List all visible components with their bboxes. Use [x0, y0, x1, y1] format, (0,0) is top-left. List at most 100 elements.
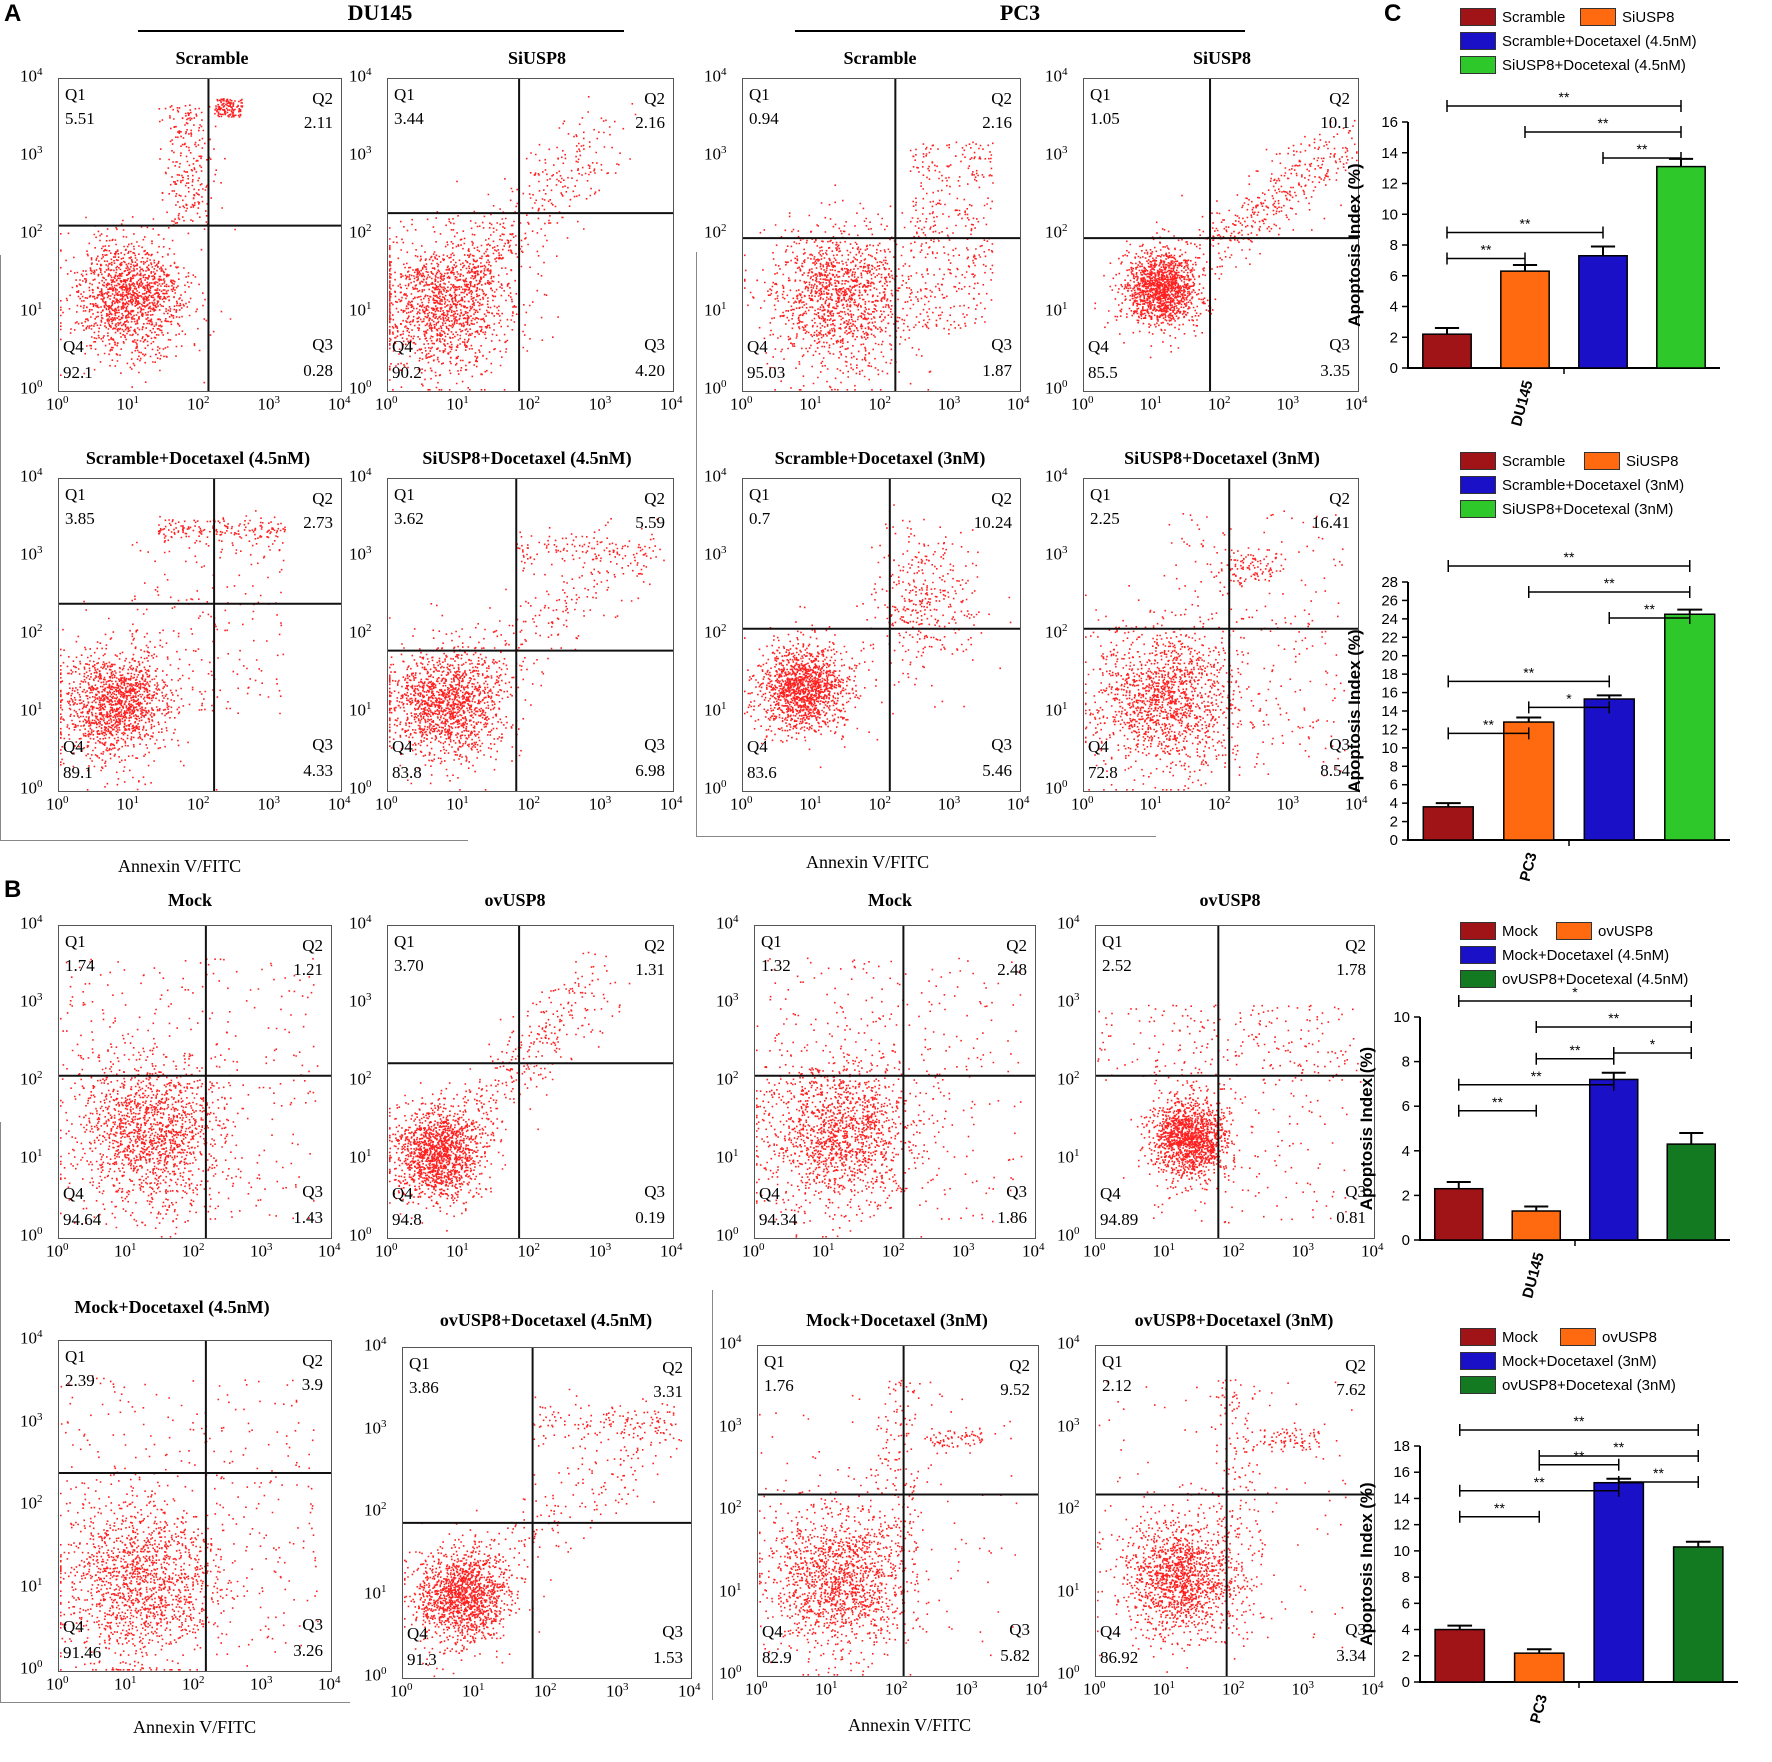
- y-tick-label: 104: [1045, 66, 1068, 86]
- event-dot-cloud: [1094, 119, 1358, 359]
- quadrant-name-q3: Q3: [1345, 1620, 1366, 1639]
- x-tick-label: 104: [660, 1241, 683, 1261]
- event-dots: [389, 96, 637, 391]
- y-tick-label: 101: [20, 1147, 43, 1167]
- quadrant-value-q4: 91.46: [63, 1643, 102, 1662]
- quadrant-value-q3: 1.86: [997, 1208, 1027, 1227]
- x-tick-label: 100: [375, 1241, 398, 1261]
- legend-item: Scramble+Docetaxel (4.5nM): [1460, 32, 1697, 50]
- event-dot-cloud: [389, 951, 631, 1232]
- y-tick-label: 104: [719, 1333, 742, 1353]
- quadrant-value-q3: 3.26: [293, 1641, 323, 1660]
- x-tick-label: 101: [462, 1681, 485, 1701]
- significance-label: **: [1574, 1448, 1585, 1464]
- quadrant-name-q3: Q3: [302, 1182, 323, 1201]
- flow-plot-title: ovUSP8+Docetaxel (3nM): [1134, 1310, 1334, 1330]
- y-tick-label: 8: [1402, 1569, 1410, 1586]
- significance-bracket: [1602, 152, 1682, 164]
- x-tick-label: 103: [588, 794, 612, 814]
- y-tick-label: 104: [1057, 1333, 1080, 1353]
- x-tick-label: 102: [1222, 1679, 1245, 1699]
- flow-cytometry-plot: Q1 2.12 Q2 7.62 Q3 3.34 Q4 86.92: [1095, 1345, 1375, 1677]
- x-tick-label: 103: [250, 1674, 273, 1694]
- x-tick-label: 104: [1022, 1241, 1045, 1261]
- event-dot-cloud: [60, 510, 286, 791]
- legend-swatch: [1460, 32, 1496, 50]
- flow-cytometry-plot: Q1 0.7 Q2 10.24 Q3 5.46 Q4 83.6: [742, 478, 1021, 792]
- quadrant-value-q4: 92.1: [63, 363, 93, 382]
- bar-chart: 0 2 4 6 8 10 12 14 16 Apoptosis Index (%) DU145 ** *…: [1345, 89, 1720, 428]
- y-tick-label: 100: [1045, 378, 1068, 398]
- legend-swatch: [1460, 500, 1496, 518]
- flow-scatter: [59, 926, 331, 1238]
- x-tick-label: 104: [660, 794, 683, 814]
- legend-item: Mock: [1460, 1328, 1538, 1346]
- quadrant-name-q2: Q2: [644, 489, 665, 508]
- quadrant-value-q3: 3.35: [1320, 361, 1350, 380]
- significance-label: **: [1483, 716, 1494, 732]
- legend-label: Mock: [1502, 1328, 1538, 1346]
- legend-item: ovUSP8+Docetexal (4.5nM): [1460, 970, 1688, 988]
- y-axis-label: Apoptosis Index (%): [1357, 1047, 1376, 1210]
- significance-bracket: [1459, 1510, 1540, 1523]
- y-tick-label: 101: [704, 300, 727, 320]
- x-tick-label: 101: [114, 1241, 137, 1261]
- x-tick-label: 102: [868, 794, 892, 814]
- x-tick-label: 100: [742, 1241, 765, 1261]
- y-tick-label: 104: [716, 913, 739, 933]
- error-bar: [1590, 245, 1616, 256]
- flow-plot-title: Scramble+Docetaxel (4.5nM): [85, 448, 311, 468]
- frame-line: [0, 840, 468, 841]
- quadrant-value-q3: 4.33: [303, 761, 333, 780]
- y-tick-label: 8: [1390, 237, 1398, 254]
- y-tick-label: 103: [1045, 544, 1068, 564]
- quadrant-name-q2: Q2: [644, 936, 665, 955]
- y-tick-label: 2: [1390, 329, 1398, 346]
- quadrant-value-q1: 3.85: [65, 509, 95, 528]
- legend-swatch: [1460, 922, 1496, 940]
- x-tick-label: 100: [375, 794, 398, 814]
- y-tick-label: 24: [1381, 611, 1398, 628]
- y-tick-label: 104: [364, 1335, 387, 1355]
- significance-bracket: [1608, 612, 1691, 624]
- frame-line: [696, 836, 1156, 837]
- bar-chart: 0 2 4 6 8 10 12 14 16 18 Apoptosis Index (%) PC3 ** *…: [1357, 1413, 1738, 1725]
- y-tick-label: 8: [1402, 1054, 1410, 1071]
- significance-label: **: [1653, 1465, 1664, 1481]
- y-tick-label: 102: [349, 222, 372, 242]
- y-tick-label: 101: [349, 300, 372, 320]
- quadrant-name-q3: Q3: [991, 735, 1012, 754]
- significance-bracket: [1446, 226, 1604, 239]
- significance-bracket: [1535, 1021, 1692, 1033]
- quadrant-name-q3: Q3: [312, 335, 333, 354]
- significance-label: **: [1644, 601, 1655, 617]
- flow-plot-title: ovUSP8: [484, 890, 546, 910]
- y-tick-label: 12: [1381, 721, 1398, 738]
- flow-scatter: [743, 479, 1020, 791]
- legend-label: Scramble+Docetaxel (4.5nM): [1502, 32, 1697, 50]
- quadrant-name-q2: Q2: [302, 1351, 323, 1370]
- x-tick-label: 102: [517, 1241, 541, 1261]
- y-tick-label: 102: [20, 1069, 43, 1089]
- legend-item: Scramble+Docetaxel (3nM): [1460, 476, 1684, 494]
- y-axis-label: Apoptosis Index (%): [1345, 163, 1364, 326]
- quadrant-name-q2: Q2: [312, 89, 333, 108]
- y-tick-label: 4: [1390, 795, 1398, 812]
- quadrant-value-q3: 1.43: [293, 1208, 323, 1227]
- event-dots: [1097, 1379, 1353, 1673]
- x-tick-label: 103: [257, 394, 281, 414]
- quadrant-name-q1: Q1: [394, 485, 415, 504]
- y-tick-label: 101: [1057, 1147, 1080, 1167]
- legend-label: ovUSP8: [1602, 1328, 1658, 1346]
- quadrant-value-q1: 3.86: [409, 1378, 439, 1397]
- significance-bracket: [1447, 560, 1691, 572]
- x-tick-label: 100: [46, 794, 69, 814]
- x-tick-label: 100: [390, 1681, 413, 1701]
- bar: [1656, 165, 1706, 369]
- x-tick-label: 102: [1222, 1241, 1245, 1261]
- y-tick-label: 102: [1057, 1069, 1080, 1089]
- legend-swatch: [1460, 1376, 1496, 1394]
- flow-plot-title: ovUSP8: [1199, 890, 1261, 910]
- y-tick-label: 10: [1381, 206, 1398, 223]
- group-title-du145: DU145: [347, 0, 413, 25]
